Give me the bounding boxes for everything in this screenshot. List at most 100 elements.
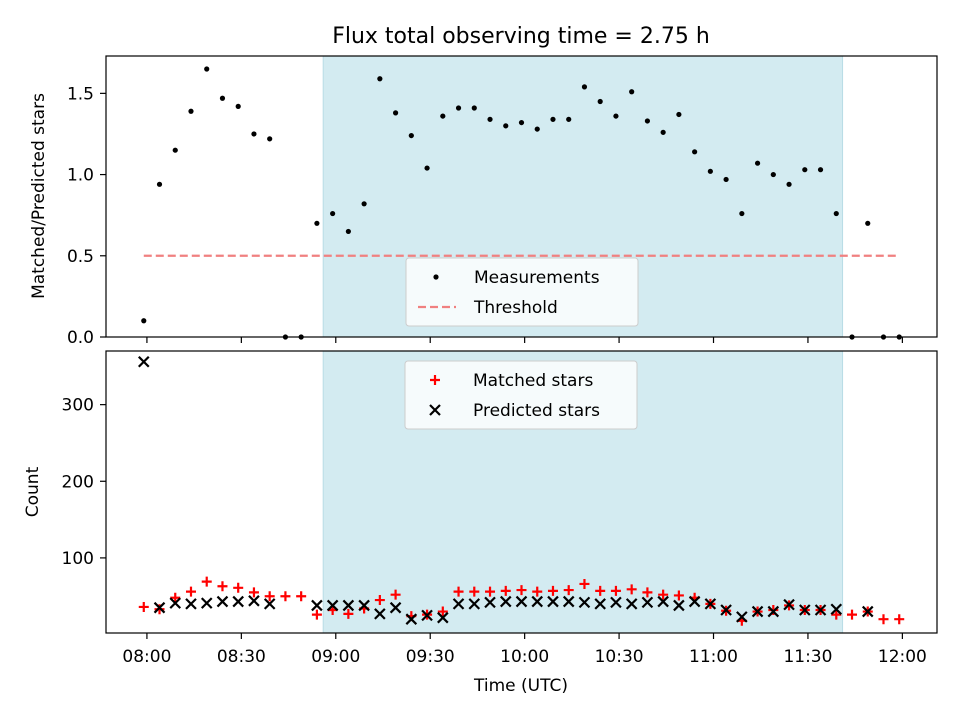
predicted-star-point	[169, 597, 182, 609]
measurement-point	[440, 113, 446, 119]
x-tick-label: 10:00	[500, 647, 549, 667]
predicted-star-point	[389, 601, 402, 614]
matched-star-point	[610, 585, 621, 596]
measurement-point	[518, 119, 525, 126]
measurement-point	[817, 167, 824, 173]
measurement-point	[408, 132, 414, 139]
top-legend-box	[405, 257, 639, 327]
x-tick-label: 11:30	[783, 647, 832, 667]
matched-star-point	[185, 586, 196, 597]
measurement-point	[188, 108, 194, 114]
predicted-star-point	[547, 595, 559, 608]
measurement-point	[629, 89, 635, 95]
matched-star-point	[233, 582, 244, 593]
predicted-star-point	[248, 595, 260, 607]
bottom-y-tick-label: 300	[62, 396, 94, 416]
measurement-point	[754, 160, 761, 166]
measurement-point	[550, 116, 556, 122]
predicted-star-point	[153, 601, 166, 614]
predicted-star-point	[736, 611, 748, 623]
measurement-point	[345, 228, 351, 235]
measurement-point	[204, 66, 210, 72]
measurement-point	[330, 210, 336, 217]
chart-title: Flux total observing time = 2.75 h	[332, 24, 710, 49]
bottom-axes-frame	[105, 350, 938, 634]
measurement-point	[141, 318, 147, 324]
matched-star-point	[658, 589, 669, 600]
measurement-point	[660, 129, 666, 135]
bottom-y-tick-label: 200	[62, 472, 94, 492]
predicted-star-point	[594, 598, 606, 610]
matched-star-point	[248, 587, 259, 598]
predicted-star-point	[751, 605, 764, 618]
measurement-point	[251, 131, 257, 137]
matched-star-point	[280, 591, 291, 602]
predicted-star-point	[641, 596, 654, 609]
predicted-star-point	[531, 595, 544, 608]
matched-star-point	[343, 608, 354, 619]
measurement-point	[597, 98, 603, 105]
predicted-star-point	[200, 597, 213, 609]
measurement-point	[172, 147, 178, 153]
measurement-point	[581, 84, 588, 90]
x-tick-label: 08:00	[122, 647, 171, 667]
predicted-star-point	[657, 595, 669, 608]
matched-star-point	[595, 585, 606, 596]
matched-star-point	[390, 589, 401, 600]
predicted-star-point	[437, 611, 449, 624]
matched-star-point	[485, 586, 496, 597]
x-tick-label: 08:30	[217, 647, 266, 667]
matched-star-point	[579, 578, 590, 589]
predicted-star-point	[688, 595, 701, 608]
predicted-star-point	[704, 598, 717, 610]
matched-star-point	[894, 614, 905, 625]
measurement-point	[267, 136, 273, 142]
predicted-star-point	[625, 598, 638, 610]
predicted-star-point	[799, 604, 811, 616]
top-y-tick-label: 1.5	[67, 84, 94, 104]
matched-star-point	[296, 591, 307, 602]
measurement-point	[534, 126, 540, 132]
bottom-legend-marker	[430, 375, 440, 385]
matched-star-point	[532, 586, 543, 597]
predicted-star-point	[232, 595, 244, 608]
matched-star-point	[217, 581, 228, 592]
bottom-legend-label: Matched stars	[473, 371, 593, 391]
top-y-tick-label: 0.5	[67, 247, 94, 267]
predicted-star-point	[421, 609, 433, 622]
bottom-legend-marker	[429, 404, 441, 416]
x-tick-label: 11:00	[689, 647, 738, 667]
predicted-star-point	[610, 596, 622, 609]
matched-star-point	[170, 592, 181, 603]
measurement-point	[707, 168, 713, 174]
measurement-point	[487, 116, 493, 122]
top-legend-marker	[433, 274, 439, 280]
predicted-star-point	[452, 598, 465, 610]
measurement-point	[566, 116, 572, 122]
measurement-point	[503, 123, 509, 129]
measurement-point	[676, 111, 682, 118]
matched-star-point	[500, 585, 511, 596]
matched-star-point	[547, 585, 558, 596]
predicted-star-point	[515, 595, 528, 608]
top-plot: 0.0 0.5 1.0 1.5 Measurements Threshold	[67, 55, 938, 348]
x-tick-label: 09:30	[406, 647, 455, 667]
measurement-point	[471, 105, 477, 111]
matched-star-point	[563, 585, 574, 596]
predicted-star-point	[358, 599, 370, 612]
bottom-y-axis-label: Count	[23, 466, 43, 517]
matched-star-point	[673, 590, 684, 601]
matched-star-point	[847, 609, 858, 620]
matched-star-point	[642, 587, 653, 598]
predicted-star-point	[562, 595, 575, 608]
matched-star-point	[516, 585, 527, 596]
measurement-point	[723, 176, 729, 183]
predicted-star-point	[263, 598, 276, 610]
matched-star-point	[626, 584, 637, 595]
measurement-point	[770, 171, 776, 178]
bottom-y-tick-label: 100	[62, 549, 94, 569]
predicted-star-point	[326, 599, 339, 612]
matched-star-point	[138, 601, 149, 612]
measurement-point	[802, 167, 808, 173]
